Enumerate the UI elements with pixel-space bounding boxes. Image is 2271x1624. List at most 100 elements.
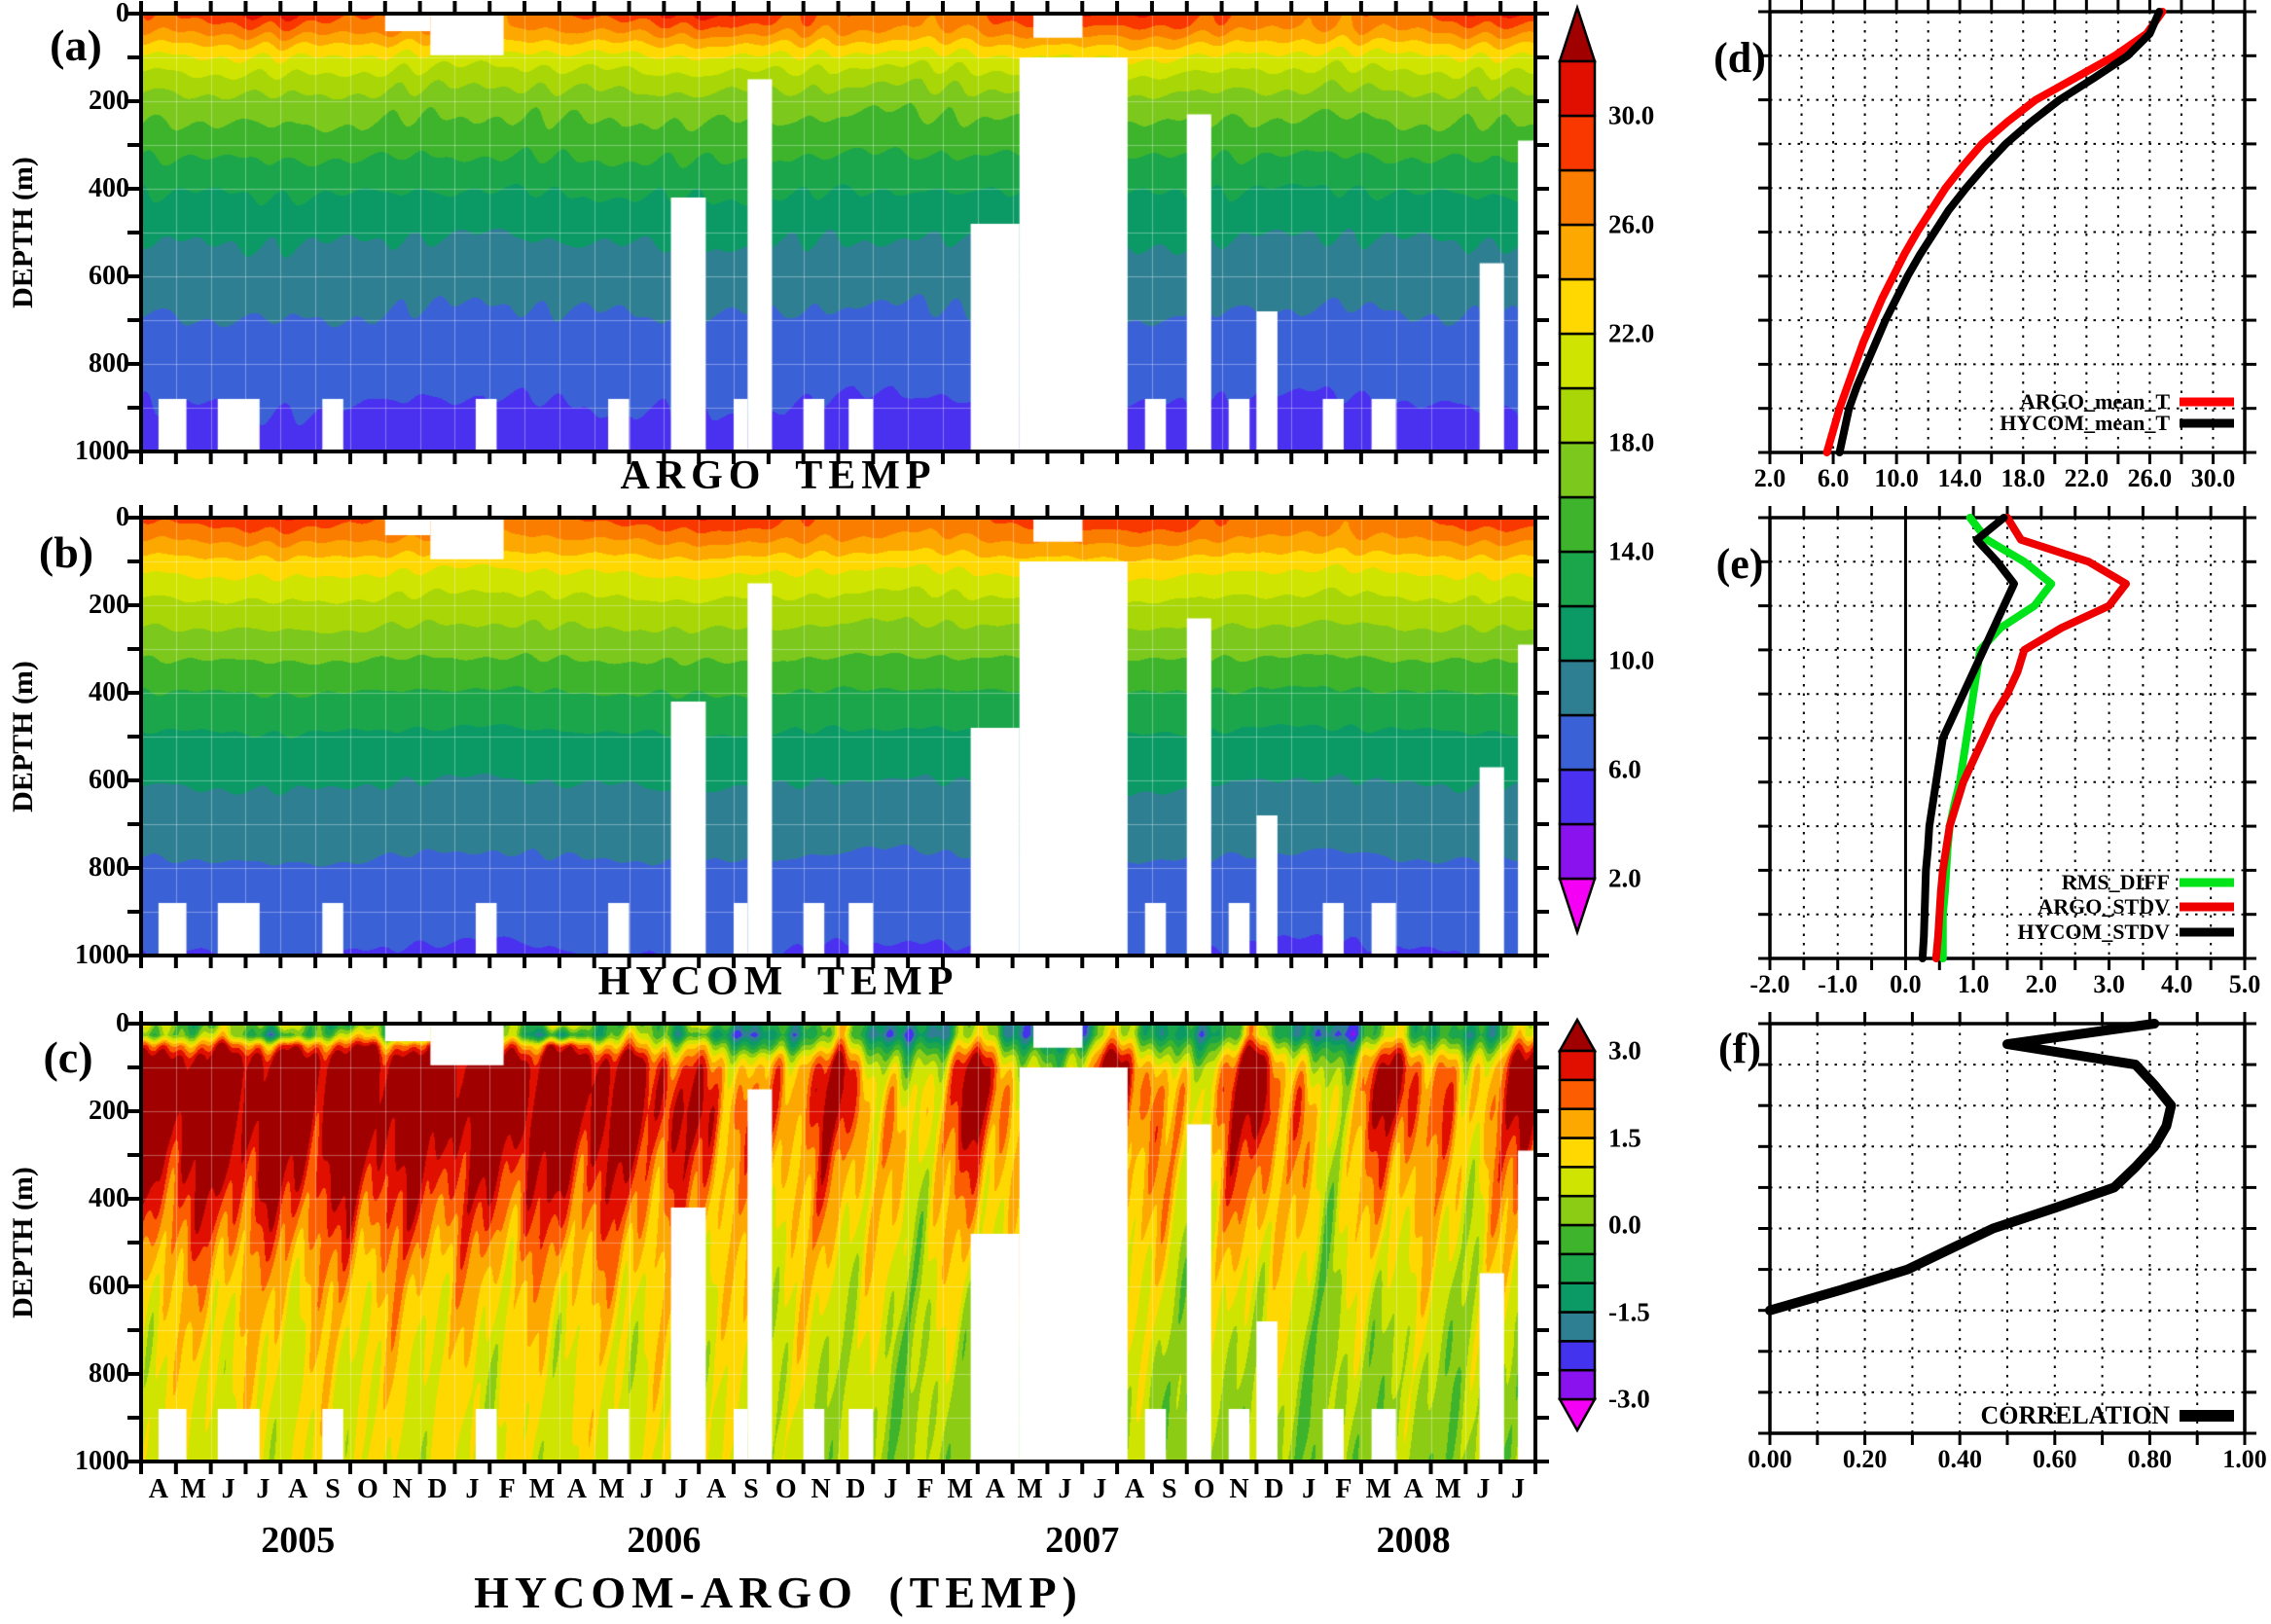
depth-tick-label: 400 bbox=[89, 173, 129, 203]
contour-canvas-hycom-minus-argo bbox=[141, 1024, 1535, 1462]
value-tick-label-d: 22.0 bbox=[2064, 464, 2109, 492]
month-letter: M bbox=[598, 1474, 625, 1504]
value-tick-label-e: 3.0 bbox=[2093, 970, 2125, 998]
month-letter: A bbox=[566, 1474, 587, 1504]
colorbar-diff-segment bbox=[1558, 1368, 1597, 1401]
colorbar-temp-segment bbox=[1558, 168, 1597, 227]
colorbar-diff-segment bbox=[1558, 1166, 1597, 1198]
colorbar-temp-arrow-bottom bbox=[1558, 877, 1597, 937]
month-letter: S bbox=[325, 1474, 341, 1504]
legend-label-argo_mean_t: ARGO_mean_T bbox=[2020, 389, 2170, 414]
month-letter: J bbox=[465, 1474, 480, 1504]
value-tick-label-f: 0.60 bbox=[2033, 1445, 2077, 1473]
colorbar-diff-segment bbox=[1558, 1340, 1597, 1372]
curve-correlation bbox=[1765, 1019, 2177, 1316]
month-letter: D bbox=[427, 1474, 448, 1504]
colorbar-temp-segment bbox=[1558, 114, 1597, 172]
panel-letter-b: (b) bbox=[38, 527, 94, 577]
panel-frame-e bbox=[1768, 516, 2247, 960]
colorbar-temp-tick-label: 22.0 bbox=[1608, 318, 1655, 348]
value-tick-label-f: 0.40 bbox=[1937, 1445, 1982, 1473]
colorbar-temp-tick-label: 2.0 bbox=[1608, 863, 1641, 893]
depth-tick-label: 0 bbox=[116, 1008, 129, 1038]
colorbar-diff-segment bbox=[1558, 1223, 1597, 1256]
colorbar-diff-tick-label: -1.5 bbox=[1608, 1297, 1650, 1326]
month-letter: J bbox=[1476, 1474, 1491, 1504]
month-letter: D bbox=[846, 1474, 866, 1504]
year-label: 2007 bbox=[1045, 1520, 1120, 1561]
depth-tick-label: 800 bbox=[89, 348, 129, 379]
panel-frame-f bbox=[1768, 1022, 2247, 1435]
curve-hycom_mean_t bbox=[1835, 8, 2164, 456]
title-hycom-temp: HYCOM TEMP bbox=[597, 959, 959, 1004]
month-letter: M bbox=[180, 1474, 206, 1504]
value-tick-label-d: 10.0 bbox=[1874, 464, 1919, 492]
depth-tick-label: 200 bbox=[89, 1096, 129, 1126]
colorbar-temp-segment bbox=[1558, 768, 1597, 826]
month-letter: O bbox=[775, 1474, 797, 1504]
colorbar-diff-tick-label: -3.0 bbox=[1608, 1384, 1650, 1414]
colorbar-diff-segment bbox=[1558, 1281, 1597, 1314]
value-tick-label-d: 26.0 bbox=[2127, 464, 2173, 492]
depth-tick-label: 1000 bbox=[75, 1446, 129, 1476]
month-letter: S bbox=[743, 1474, 759, 1504]
depth-tick-label: 0 bbox=[116, 0, 129, 28]
depth-tick-label: 800 bbox=[89, 852, 129, 883]
colorbar-temp-arrow-top bbox=[1558, 3, 1597, 63]
month-letter: J bbox=[1302, 1474, 1316, 1504]
month-letter: S bbox=[1162, 1474, 1177, 1504]
colorbar-temp-tick-label: 26.0 bbox=[1608, 209, 1655, 239]
value-tick-label-f: 0.00 bbox=[1748, 1445, 1792, 1473]
value-tick-label-e: 4.0 bbox=[2161, 970, 2193, 998]
colorbar-temp-tick-label: 10.0 bbox=[1608, 645, 1655, 675]
month-letter: J bbox=[639, 1474, 654, 1504]
depth-tick-label: 600 bbox=[89, 261, 129, 291]
colorbar-temp-segment bbox=[1558, 441, 1597, 499]
colorbar-temp-tick-label: 14.0 bbox=[1608, 536, 1655, 566]
month-letter: M bbox=[947, 1474, 974, 1504]
value-tick-label-d: 14.0 bbox=[1937, 464, 1982, 492]
colorbar-diff-segment bbox=[1558, 1049, 1597, 1082]
value-tick-label-e: 0.0 bbox=[1890, 970, 1922, 998]
value-tick-label-f: 0.20 bbox=[1842, 1445, 1888, 1473]
month-letter: N bbox=[811, 1474, 831, 1504]
month-letter: N bbox=[392, 1474, 413, 1504]
depth-tick-label: 1000 bbox=[75, 436, 129, 466]
colorbar-temp-tick-label: 30.0 bbox=[1608, 100, 1655, 130]
depth-tick-label: 800 bbox=[89, 1358, 129, 1389]
title-hycom-minus-argo: HYCOM-ARGO (TEMP) bbox=[474, 1568, 1083, 1617]
month-letter: M bbox=[1017, 1474, 1043, 1504]
month-letter: F bbox=[498, 1474, 516, 1504]
depth-tick-label: 600 bbox=[89, 1271, 129, 1301]
colorbar-temp-segment bbox=[1558, 495, 1597, 554]
colorbar-temp-segment bbox=[1558, 822, 1597, 881]
depth-tick-label: 200 bbox=[89, 590, 129, 620]
depth-axis-label-b: DEPTH (m) bbox=[7, 661, 39, 812]
month-letter: A bbox=[288, 1474, 308, 1504]
year-label: 2005 bbox=[261, 1520, 336, 1561]
title-argo-temp: ARGO TEMP bbox=[620, 453, 937, 498]
colorbar-diff-segment bbox=[1558, 1311, 1597, 1343]
colorbar-temp-segment bbox=[1558, 713, 1597, 772]
month-letter: A bbox=[148, 1474, 169, 1504]
value-tick-label-e: 1.0 bbox=[1957, 970, 1990, 998]
legend-label-correlation: CORRELATION bbox=[1980, 1401, 2170, 1429]
colorbar-diff-arrow-bottom bbox=[1557, 1397, 1598, 1433]
value-tick-label-e: 5.0 bbox=[2228, 970, 2261, 998]
colorbar-diff-tick-label: 0.0 bbox=[1608, 1209, 1641, 1240]
colorbar-diff-tick-label: 3.0 bbox=[1608, 1035, 1641, 1065]
year-label: 2006 bbox=[627, 1520, 702, 1561]
month-letter: M bbox=[1435, 1474, 1461, 1504]
depth-axis-label-c: DEPTH (m) bbox=[7, 1167, 39, 1318]
value-tick-label-d: 6.0 bbox=[1817, 464, 1850, 492]
value-tick-label-d: 18.0 bbox=[2001, 464, 2046, 492]
depth-axis-label-a: DEPTH (m) bbox=[7, 157, 39, 308]
month-letter: D bbox=[1264, 1474, 1284, 1504]
panel-letter-c: (c) bbox=[43, 1032, 93, 1082]
month-letter: F bbox=[917, 1474, 934, 1504]
colorbar-temp-tick-label: 18.0 bbox=[1608, 427, 1655, 457]
month-letter: M bbox=[1365, 1474, 1391, 1504]
value-tick-label-e: -2.0 bbox=[1749, 970, 1790, 998]
month-letter: F bbox=[1335, 1474, 1352, 1504]
